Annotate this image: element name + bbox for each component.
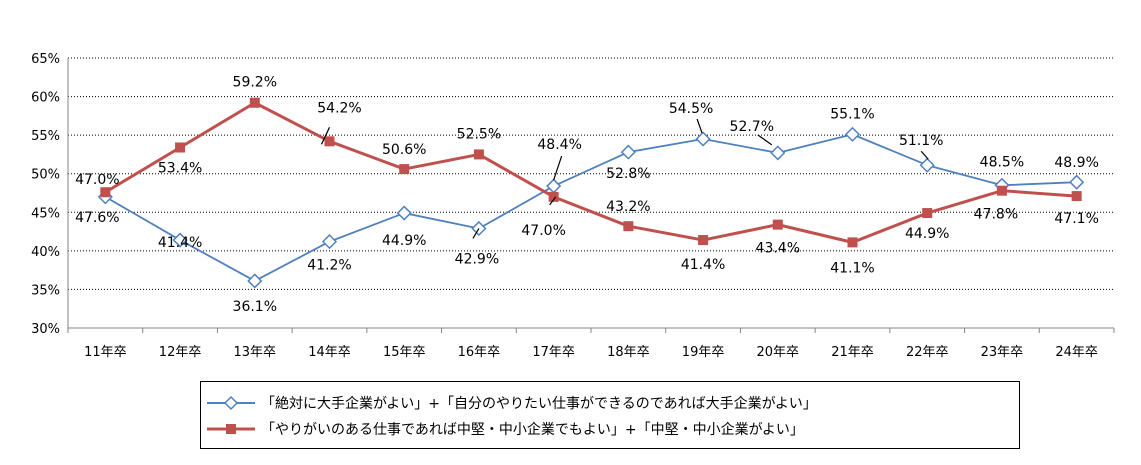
y-tick-label: 55%: [31, 129, 60, 144]
point-diamond: [695, 131, 711, 147]
legend-label-smb: 「やりがいのある仕事であれば中堅・中小企業でもよい」+「中堅・中小企業がよい」: [261, 422, 804, 438]
point-square: [996, 185, 1007, 196]
point-square: [175, 142, 186, 153]
x-tick-label: 22年卒: [906, 345, 949, 360]
leader-line: [920, 150, 929, 160]
data-label: 48.5%: [980, 154, 1024, 170]
x-tick-label: 19年卒: [682, 345, 725, 360]
leader-line: [549, 196, 557, 206]
data-labels: 47.0% 41.4% 36.1% 41.2% 44.9% 42.9% 48.4% 52.8%…: [75, 75, 1099, 315]
x-tick-label: 18年卒: [607, 345, 650, 360]
legend-swatch-blue-diamond: [201, 390, 261, 416]
line-chart: 30% 35% 40% 45% 50% 55% 60% 65% 11年卒 12年卒 13年卒 14年…: [31, 52, 1115, 360]
point-diamond: [919, 157, 935, 173]
data-label: 48.9%: [1054, 155, 1098, 171]
data-label: 47.0%: [521, 223, 565, 239]
point-diamond: [1069, 174, 1085, 190]
data-label: 41.1%: [830, 260, 874, 276]
y-tick-label: 40%: [31, 245, 60, 260]
data-label: 55.1%: [830, 106, 874, 122]
data-label: 44.9%: [382, 233, 426, 249]
data-label: 47.8%: [974, 207, 1018, 223]
y-tick-label: 60%: [31, 91, 60, 106]
point-diamond: [770, 145, 786, 161]
data-label: 53.4%: [158, 160, 202, 176]
point-square: [922, 208, 933, 219]
point-square: [473, 149, 484, 160]
point-square: [698, 235, 709, 246]
y-tick-label: 35%: [31, 283, 60, 298]
data-label: 54.5%: [669, 101, 713, 117]
y-tick-label: 50%: [31, 168, 60, 183]
leader-line: [553, 155, 563, 181]
data-label: 44.9%: [905, 226, 949, 242]
point-diamond: [620, 144, 636, 160]
series-layer: [97, 97, 1085, 289]
data-label: 41.2%: [307, 258, 351, 274]
point-square: [100, 187, 111, 198]
data-label: 42.9%: [455, 251, 499, 267]
series-smb-line: [104, 101, 1077, 244]
point-square: [847, 237, 858, 248]
data-label: 52.8%: [606, 166, 650, 182]
data-label: 51.1%: [899, 133, 943, 149]
y-axis: 30% 35% 40% 45% 50% 55% 60% 65%: [31, 52, 69, 337]
x-tick-label: 12年卒: [159, 345, 202, 360]
data-label: 36.1%: [233, 299, 277, 315]
point-square: [324, 136, 335, 147]
data-label: 54.2%: [317, 100, 361, 116]
x-axis: 11年卒 12年卒 13年卒 14年卒 15年卒 16年卒 17年卒 18年卒 19年卒 20年卒…: [67, 327, 1115, 360]
point-diamond: [172, 232, 188, 248]
data-label: 47.0%: [75, 172, 119, 188]
point-diamond: [844, 126, 861, 142]
data-label: 43.4%: [756, 241, 800, 257]
x-tick-label: 14年卒: [308, 345, 351, 360]
data-label: 41.4%: [158, 235, 202, 251]
leader-line: [320, 127, 331, 145]
leader-line: [757, 134, 773, 146]
data-label: 52.7%: [730, 119, 774, 135]
point-square: [249, 97, 260, 108]
point-square: [548, 191, 559, 202]
x-tick-label: 24年卒: [1055, 345, 1098, 360]
x-tick-label: 11年卒: [84, 345, 127, 360]
data-label: 41.4%: [681, 257, 725, 273]
point-diamond: [247, 273, 263, 289]
data-label: 43.2%: [606, 199, 650, 215]
point-square: [772, 219, 783, 230]
legend-label-large-company: 「絶対に大手企業がよい」+「自分のやりたい仕事ができるのであれば大手企業がよい」: [261, 396, 817, 412]
point-square: [399, 164, 410, 175]
x-tick-label: 16年卒: [458, 345, 501, 360]
y-tick-label: 65%: [31, 52, 60, 67]
data-label: 59.2%: [233, 75, 277, 91]
legend-swatch-red-square: [201, 416, 261, 442]
data-label: 52.5%: [457, 126, 501, 142]
point-diamond: [396, 205, 412, 221]
data-label: 48.4%: [537, 137, 581, 153]
legend: 「絶対に大手企業がよい」+「自分のやりたい仕事ができるのであれば大手企業がよい」…: [200, 381, 1020, 449]
x-tick-label: 17年卒: [532, 345, 575, 360]
leader-line: [696, 118, 703, 134]
x-tick-label: 20年卒: [757, 345, 800, 360]
data-label: 50.6%: [382, 142, 426, 158]
point-square: [623, 221, 634, 232]
legend-entry-large-company: 「絶対に大手企業がよい」+「自分のやりたい仕事ができるのであれば大手企業がよい」: [201, 390, 817, 416]
data-label: 47.1%: [1054, 211, 1098, 227]
leader-line: [472, 228, 480, 239]
point-diamond: [321, 234, 338, 250]
data-label: 47.6%: [75, 210, 119, 226]
point-square: [1071, 191, 1082, 202]
legend-entry-smb: 「やりがいのある仕事であれば中堅・中小企業でもよい」+「中堅・中小企業がよい」: [201, 416, 804, 442]
y-tick-label: 45%: [31, 206, 60, 221]
x-tick-label: 21年卒: [831, 345, 874, 360]
series-large-company-line: [104, 133, 1077, 282]
point-diamond: [546, 178, 562, 194]
y-tick-label: 30%: [31, 322, 60, 337]
x-tick-label: 23年卒: [981, 345, 1024, 360]
x-tick-label: 13年卒: [234, 345, 277, 360]
x-tick-label: 15年卒: [383, 345, 426, 360]
